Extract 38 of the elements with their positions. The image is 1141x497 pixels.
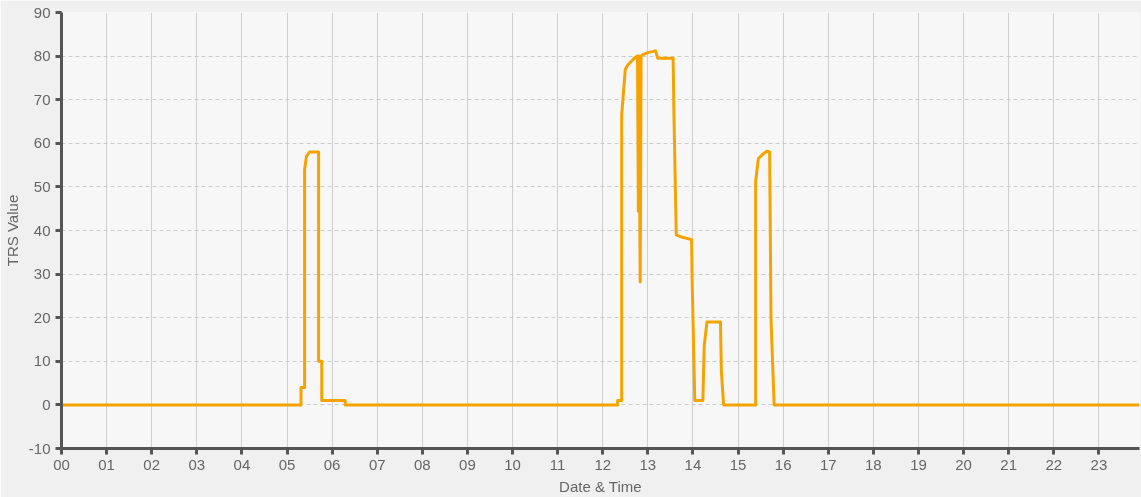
x-tick-label: 15 [729, 455, 747, 473]
x-tick-label: 23 [1090, 455, 1108, 473]
x-tick-label: 22 [1045, 455, 1063, 473]
x-tick-label: 03 [188, 455, 206, 473]
line-series [61, 49, 1140, 407]
x-tick-label: 16 [774, 455, 792, 473]
x-tick-label: 18 [865, 455, 882, 473]
x-tick-label: 08 [413, 455, 431, 473]
x-tick-label: 20 [955, 455, 972, 473]
x-axis-title: Date & Time [559, 477, 642, 495]
x-tick-label: 05 [278, 455, 296, 473]
y-tick-label: 60 [33, 134, 51, 152]
x-tick-label: 04 [233, 455, 251, 473]
y-tick-label: -10 [28, 439, 51, 457]
x-tick-label: 07 [368, 455, 386, 473]
x-tick-label: 10 [504, 455, 521, 473]
y-tick-label: 20 [33, 308, 51, 326]
y-axis-title: TRS Value [3, 194, 21, 267]
y-tick-label: 70 [33, 90, 51, 108]
y-tick-label: 0 [42, 395, 51, 413]
x-tick-label: 12 [594, 455, 612, 473]
x-tick-label: 17 [819, 455, 837, 473]
x-tick-label: 02 [143, 455, 161, 473]
y-tick-label: 80 [33, 47, 51, 65]
x-tick-label: 01 [98, 455, 115, 473]
x-tick-label: 06 [323, 455, 341, 473]
y-tick-label: 90 [33, 3, 51, 21]
x-tick-label: 11 [549, 455, 566, 473]
x-tick-label: 19 [910, 455, 927, 473]
x-tick-label: 09 [459, 455, 476, 473]
x-tick-label: 21 [1000, 455, 1018, 473]
y-tick-label: 10 [33, 352, 51, 370]
x-tick-label: 13 [639, 455, 657, 473]
x-tick-label: 00 [53, 455, 70, 473]
y-tick-label: 30 [33, 265, 51, 283]
x-tick-label: 14 [684, 455, 702, 473]
y-tick-label: 50 [33, 177, 51, 195]
y-tick-label: 40 [33, 221, 51, 239]
